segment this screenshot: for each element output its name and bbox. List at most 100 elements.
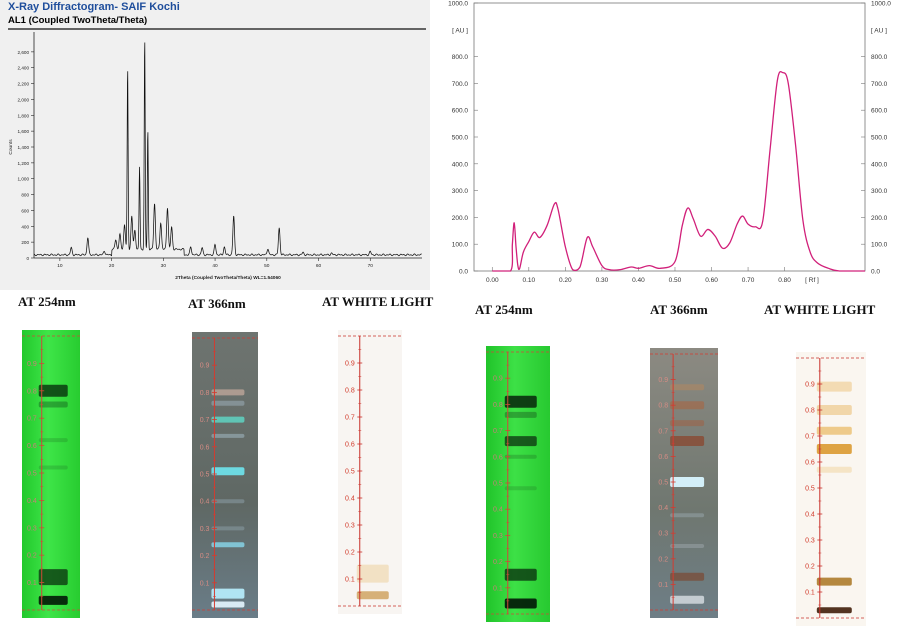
plate-band: [211, 601, 245, 608]
plate-rf-label: 0.1: [200, 580, 210, 587]
densitogram-x-tick-label: 0.10: [522, 277, 535, 284]
plate-white-b-lanes: 0.9 0.8 0.7 0.6 0.5 0.4 0.3 0.2 0.1: [796, 357, 866, 619]
plate-band: [38, 438, 68, 443]
densitogram-x-tick-label: 0.00: [486, 277, 499, 284]
densitogram-y-unit-right: [ AU ]: [871, 27, 887, 34]
plate-254-a: 0.9 0.8 0.7 0.6 0.5 0.4 0.3 0.2 0.1: [22, 330, 80, 618]
plate-band: [38, 465, 68, 470]
plate-band: [356, 591, 389, 600]
plate-rf-label: 0.8: [805, 408, 815, 415]
plate-rf-label: 0.4: [805, 512, 815, 519]
plate-band: [38, 595, 68, 605]
densitogram-y-tick-label: 200.0: [452, 215, 469, 222]
xrd-ylabel: Counts: [8, 139, 14, 155]
densitogram-x-unit: [ Rf ]: [805, 277, 819, 284]
plate-254-b: 0.9 0.8 0.7 0.6 0.5 0.4 0.3 0.2 0.1: [486, 346, 550, 622]
plate-rf-label: 0.2: [27, 553, 37, 560]
plate-rf-label: 0.9: [493, 376, 503, 383]
densitogram-x-tick-label: 0.50: [669, 277, 682, 284]
plate-rf-label: 0.6: [345, 442, 355, 449]
plate-band: [670, 572, 705, 581]
plate-rf-label: 0.5: [345, 469, 355, 476]
plate-rf-label: 0.7: [805, 434, 815, 441]
plate-rf-label: 0.5: [493, 481, 503, 488]
caption-white-b: AT WHITE LIGHT: [764, 302, 876, 317]
densitogram-y-tick-label: 400.0: [452, 161, 469, 168]
plate-band: [670, 595, 705, 604]
plate-band: [211, 526, 245, 531]
plate-rf-label: 0.6: [805, 460, 815, 467]
xrd-x-tick-label: 60: [316, 263, 322, 269]
plate-rf-label: 0.6: [493, 454, 503, 461]
plate-366-b: 0.9 0.8 0.7 0.6 0.5 0.4 0.3 0.2 0.1: [650, 348, 718, 618]
plate-rf-label: 0.6: [27, 443, 37, 450]
xrd-y-tick-label: 400: [21, 224, 29, 229]
plate-band: [38, 401, 68, 408]
plate-band: [816, 426, 852, 435]
plate-white-a-lanes: 0.9 0.8 0.7 0.6 0.5 0.4 0.3 0.2 0.1: [338, 335, 402, 607]
plate-band: [670, 436, 705, 447]
xrd-y-tick-label: 1,400: [18, 145, 30, 150]
plate-band: [670, 420, 705, 427]
densitogram-line: [492, 70, 865, 272]
plate-white-a: 0.9 0.8 0.7 0.6 0.5 0.4 0.3 0.2 0.1: [338, 330, 402, 614]
densitogram-y-tick-label-right: 200.0: [871, 215, 888, 222]
plate-band: [816, 405, 852, 415]
plate-rf-label: 0.1: [27, 580, 37, 587]
plate-band: [670, 477, 705, 487]
densitogram-y-tick-label-right: 300.0: [871, 188, 888, 195]
plate-rf-label: 0.9: [658, 377, 668, 384]
plate-rf-label: 0.6: [658, 454, 668, 461]
xrd-chart: 0 200 400 600 800 1,000 1,200 1,400 1,600 1,800 2,…: [8, 28, 426, 281]
plate-band: [504, 568, 537, 581]
plate-band: [670, 513, 705, 518]
xrd-y-tick-label: 2,600: [18, 50, 30, 55]
plate-rf-label: 0.3: [27, 525, 37, 532]
xrd-y-tick-label: 1,200: [18, 161, 30, 166]
plate-rf-label: 0.4: [200, 499, 210, 506]
densitogram-y-tick-label-right: 0.0: [871, 269, 880, 276]
densitogram-y-tick-label: 300.0: [452, 188, 469, 195]
xrd-line: [33, 42, 422, 257]
plate-band: [670, 544, 705, 548]
plate-rf-label: 0.3: [345, 523, 355, 530]
xrd-x-tick-label: 50: [264, 263, 270, 269]
densitogram-x-tick-label: 0.80: [778, 277, 791, 284]
xrd-y-tick-label: 200: [21, 240, 29, 245]
plate-rf-label: 0.9: [200, 363, 210, 370]
plate-rf-label: 0.8: [200, 390, 210, 397]
plate-band: [504, 395, 537, 408]
densitogram-y-tick-label-right: 100.0: [871, 242, 888, 249]
plate-366-a: 0.9 0.8 0.7 0.6 0.5 0.4 0.3 0.2 0.1: [192, 332, 258, 618]
xrd-subtitle: AL1 (Coupled TwoTheta/Theta): [8, 15, 148, 26]
plate-rf-label: 0.1: [493, 585, 503, 592]
densitogram-y-tick-label: 500.0: [452, 135, 469, 142]
plate-band: [211, 588, 245, 599]
plate-rf-label: 0.8: [493, 402, 503, 409]
plate-rf-label: 0.2: [658, 556, 668, 563]
plate-rf-label: 0.4: [493, 507, 503, 514]
plate-band: [38, 384, 68, 397]
plate-254-a-lanes: 0.9 0.8 0.7 0.6 0.5 0.4 0.3 0.2 0.1: [22, 335, 80, 611]
plate-band: [816, 381, 852, 392]
plate-band: [211, 400, 245, 406]
plate-band: [211, 433, 245, 438]
plate-rf-label: 0.5: [805, 486, 815, 493]
plate-rf-label: 0.4: [658, 505, 668, 512]
xrd-xlabel: 2Theta (Coupled TwoTheta/Theta) WL=1.540…: [175, 275, 281, 281]
densitogram-y-unit: [ AU ]: [452, 27, 468, 34]
plate-254-b-lanes: 0.9 0.8 0.7 0.6 0.5 0.4 0.3 0.2 0.1: [486, 351, 550, 615]
plate-band: [504, 436, 537, 447]
plate-rf-label: 0.2: [805, 564, 815, 571]
plate-rf-label: 0.3: [658, 531, 668, 538]
densitogram-x-tick-label: 0.40: [632, 277, 645, 284]
xrd-x-tick-label: 30: [161, 263, 167, 269]
xrd-y-tick-label: 2,200: [18, 82, 30, 87]
densitogram-y-tick-label: 1000.0: [448, 1, 468, 8]
plate-band: [504, 486, 537, 491]
plate-rf-label: 0.8: [345, 388, 355, 395]
plate-band: [816, 577, 852, 586]
densitogram-y-tick-label-right: 400.0: [871, 161, 888, 168]
xrd-y-tick-label: 1,600: [18, 129, 30, 134]
plate-band: [504, 411, 537, 418]
